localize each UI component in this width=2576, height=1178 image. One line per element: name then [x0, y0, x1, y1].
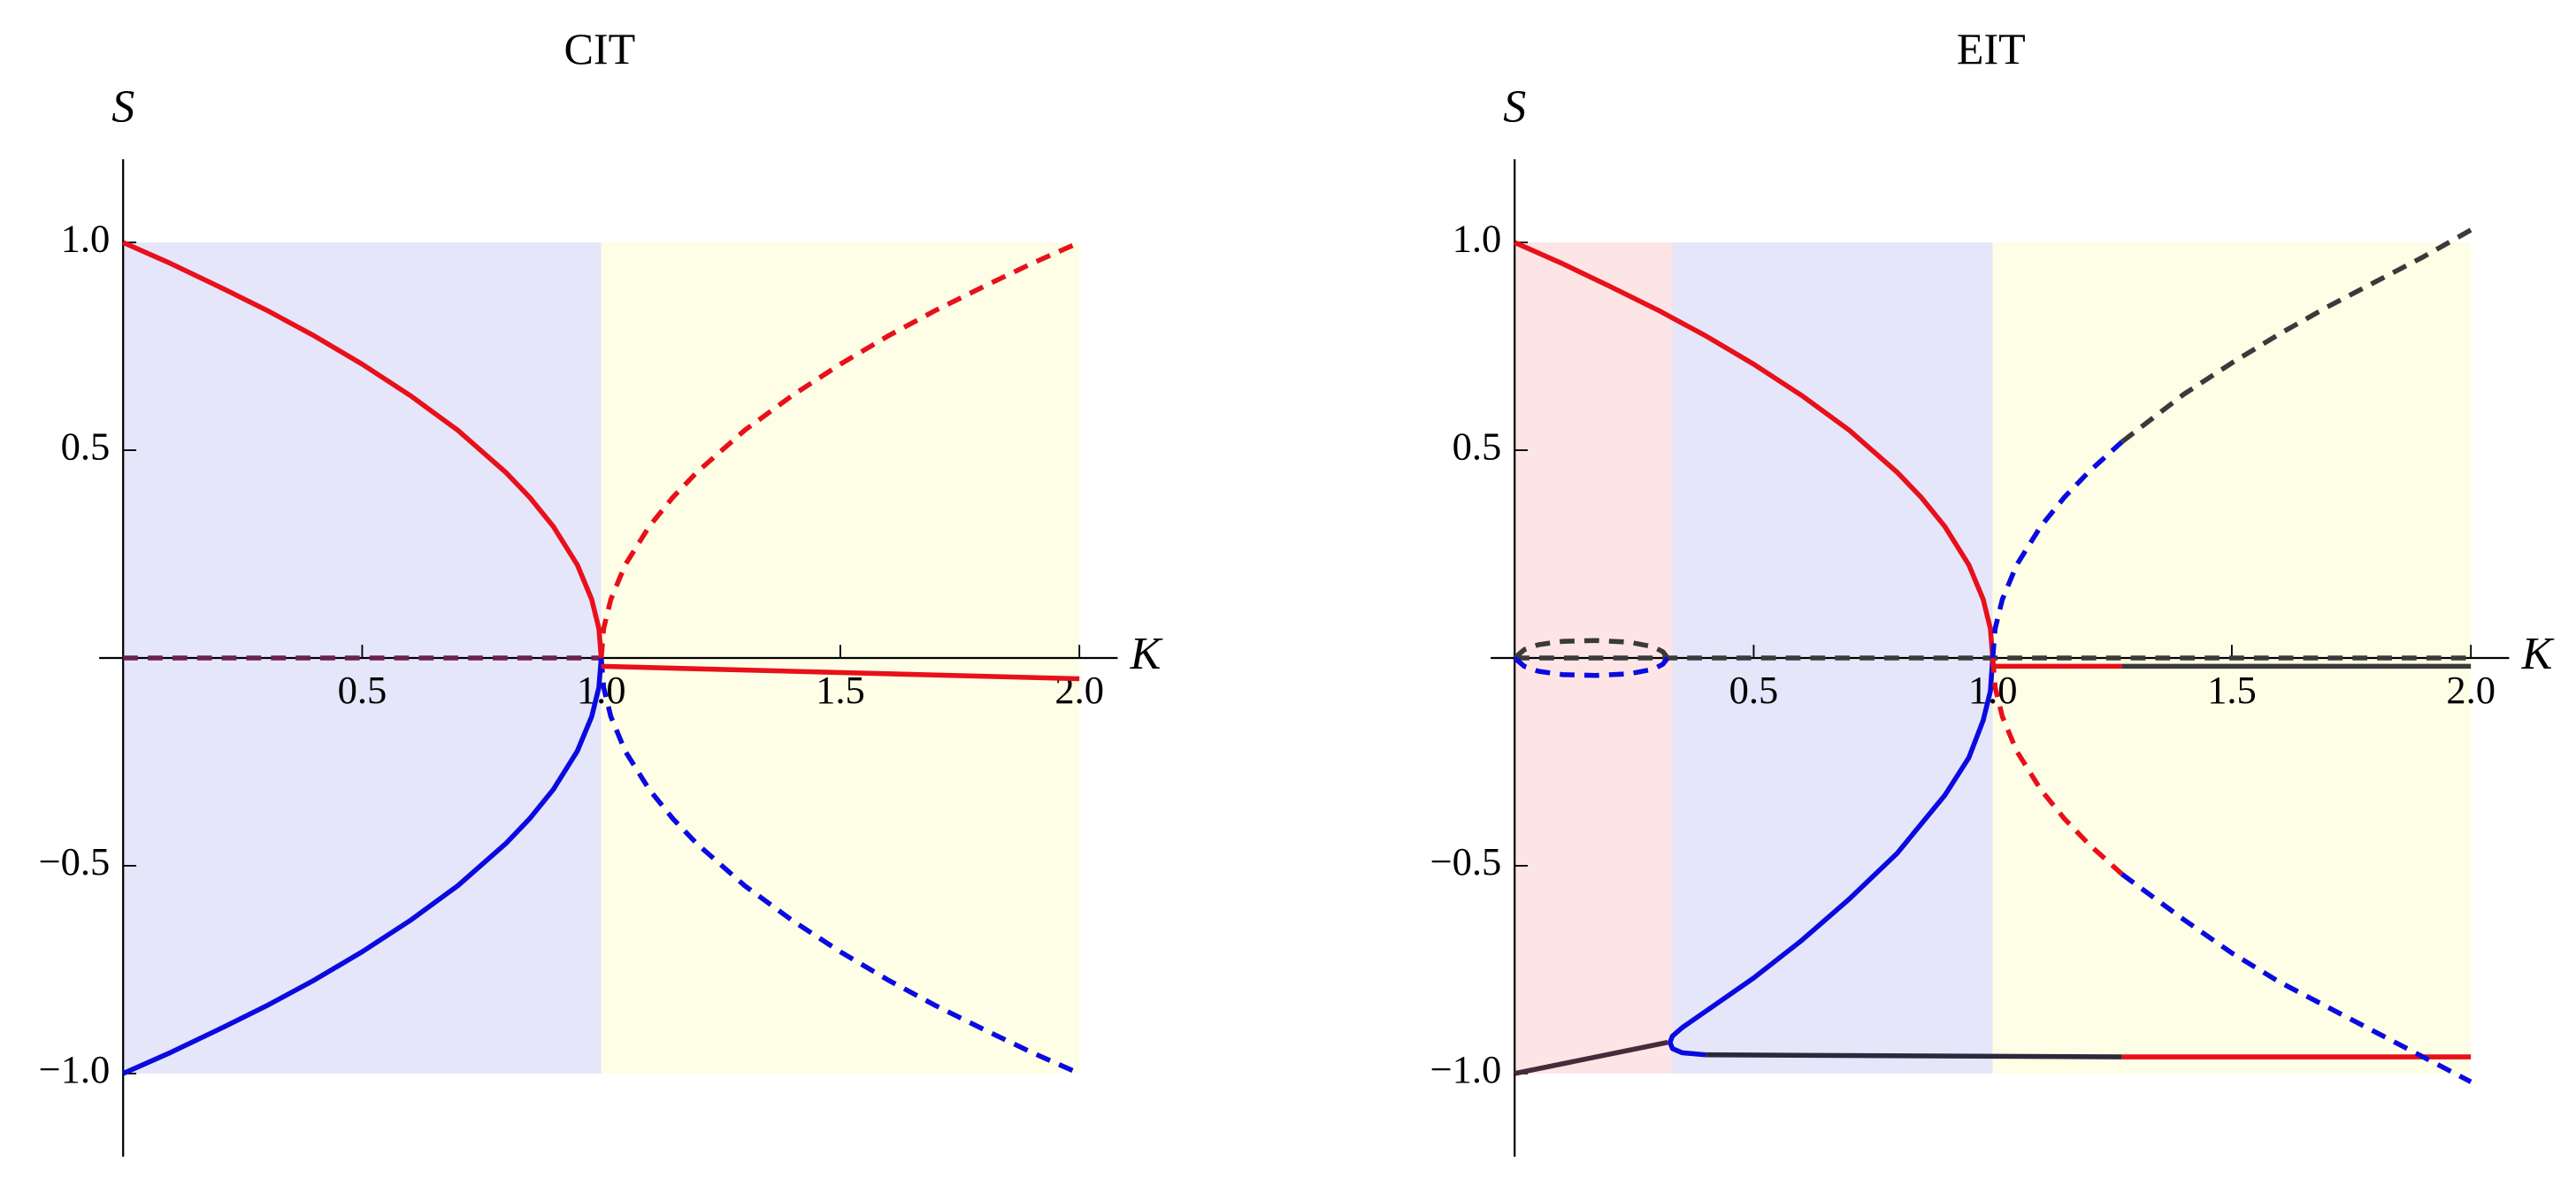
data-line	[598, 657, 1081, 1076]
y-tick-label: 1.0	[61, 216, 111, 260]
y-axis-label: S	[111, 82, 134, 133]
y-tick-label: −0.5	[1430, 839, 1501, 884]
data-line	[2120, 872, 2472, 1084]
x-tick-label: 1.5	[2207, 668, 2257, 712]
data-line	[122, 240, 604, 659]
data-line	[1990, 657, 2124, 876]
data-line	[122, 657, 604, 1076]
data-line	[1514, 1039, 1668, 1076]
data-line	[1513, 655, 1670, 678]
chart-title: EIT	[1957, 24, 2026, 73]
y-tick-label: 0.5	[1453, 424, 1502, 468]
y-tick-label: −1.0	[1430, 1047, 1501, 1091]
data-line	[1513, 638, 1670, 661]
data-line	[601, 663, 1080, 682]
data-line	[1706, 1052, 2122, 1059]
data-line	[2120, 227, 2472, 444]
y-tick-label: −1.0	[38, 1047, 110, 1091]
y-tick-label: 0.5	[61, 424, 111, 468]
data-line	[1668, 657, 1996, 1058]
data-line	[598, 240, 1081, 659]
x-axis-label: K	[2521, 629, 2555, 679]
chart-title: CIT	[564, 24, 635, 73]
x-axis-label: K	[1130, 629, 1163, 679]
y-axis-label: S	[1503, 82, 1526, 133]
y-tick-label: −0.5	[38, 839, 110, 884]
data-line	[1514, 240, 1996, 659]
x-tick-label: 2.0	[2446, 668, 2496, 712]
x-tick-label: 0.5	[1729, 668, 1779, 712]
x-tick-label: 2.0	[1054, 668, 1104, 712]
y-tick-label: 1.0	[1453, 216, 1502, 260]
x-tick-label: 0.5	[338, 668, 387, 712]
data-line	[1990, 440, 2124, 659]
